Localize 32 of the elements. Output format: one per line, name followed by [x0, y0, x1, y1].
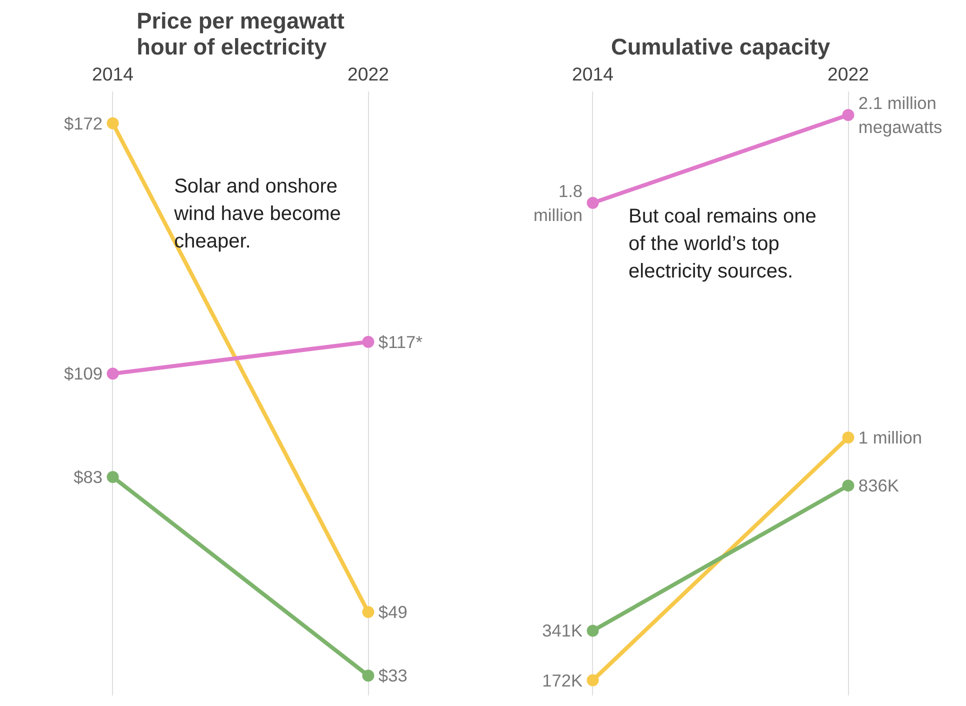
x-tick-label: 2014 — [92, 64, 134, 84]
point — [106, 117, 119, 130]
data-label: 341K — [542, 620, 584, 641]
point — [842, 431, 854, 444]
data-label: $33 — [378, 666, 408, 686]
x-tick-label: 2022 — [347, 64, 389, 84]
data-label: 836K — [858, 476, 900, 496]
point — [362, 336, 374, 348]
point — [842, 480, 854, 492]
chart-title: Price per megawatt hour of electricity — [136, 8, 345, 60]
data-label: $49 — [378, 602, 408, 622]
data-label: $83 — [74, 466, 103, 487]
point — [362, 670, 374, 682]
point — [842, 108, 854, 121]
data-label: 1.8 million — [533, 180, 583, 225]
data-label: 2.1 million megawatts — [858, 92, 943, 137]
annotation: Solar and onshore wind have become cheaper. — [173, 176, 341, 252]
point — [106, 470, 119, 483]
data-label: $109 — [64, 364, 103, 384]
chart-title: Cumulative capacity — [610, 34, 830, 60]
x-tick-label: 2014 — [572, 64, 614, 84]
point — [362, 606, 374, 618]
data-label: 1 million — [858, 427, 922, 448]
annotation: But coal remains one of the world’s top electricity sources. — [628, 206, 816, 282]
data-label: $117* — [378, 332, 423, 352]
point — [586, 196, 599, 209]
point — [106, 368, 119, 380]
data-label: 172K — [542, 670, 584, 690]
point — [586, 624, 599, 637]
x-tick-label: 2022 — [827, 64, 869, 84]
point — [586, 674, 599, 686]
data-label: $172 — [64, 113, 103, 134]
